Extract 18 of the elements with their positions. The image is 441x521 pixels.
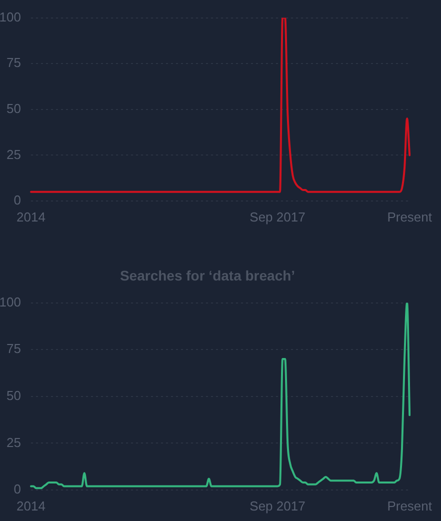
y-tick-label: 75 — [6, 55, 21, 70]
y-tick-label: 25 — [6, 434, 21, 450]
y-tick-label: 0 — [14, 482, 21, 497]
x-tick-label: 2014 — [16, 209, 46, 224]
y-tick-label: 50 — [6, 100, 21, 116]
x-tick-label: Sep 2017 — [250, 498, 306, 514]
line-series — [30, 18, 411, 193]
y-tick-label: 0 — [14, 192, 21, 208]
y-tick-label: 50 — [6, 388, 21, 403]
y-tick-label: 100 — [0, 9, 21, 24]
x-tick-label: 2014 — [16, 498, 46, 514]
y-tick-label: 100 — [0, 294, 21, 310]
x-tick-label: Present — [387, 209, 432, 224]
x-tick-label: Sep 2017 — [250, 209, 306, 224]
y-tick-label: 25 — [6, 146, 21, 162]
line-series — [30, 302, 411, 490]
y-tick-label: 75 — [6, 341, 21, 356]
x-tick-label: Present — [387, 498, 432, 514]
